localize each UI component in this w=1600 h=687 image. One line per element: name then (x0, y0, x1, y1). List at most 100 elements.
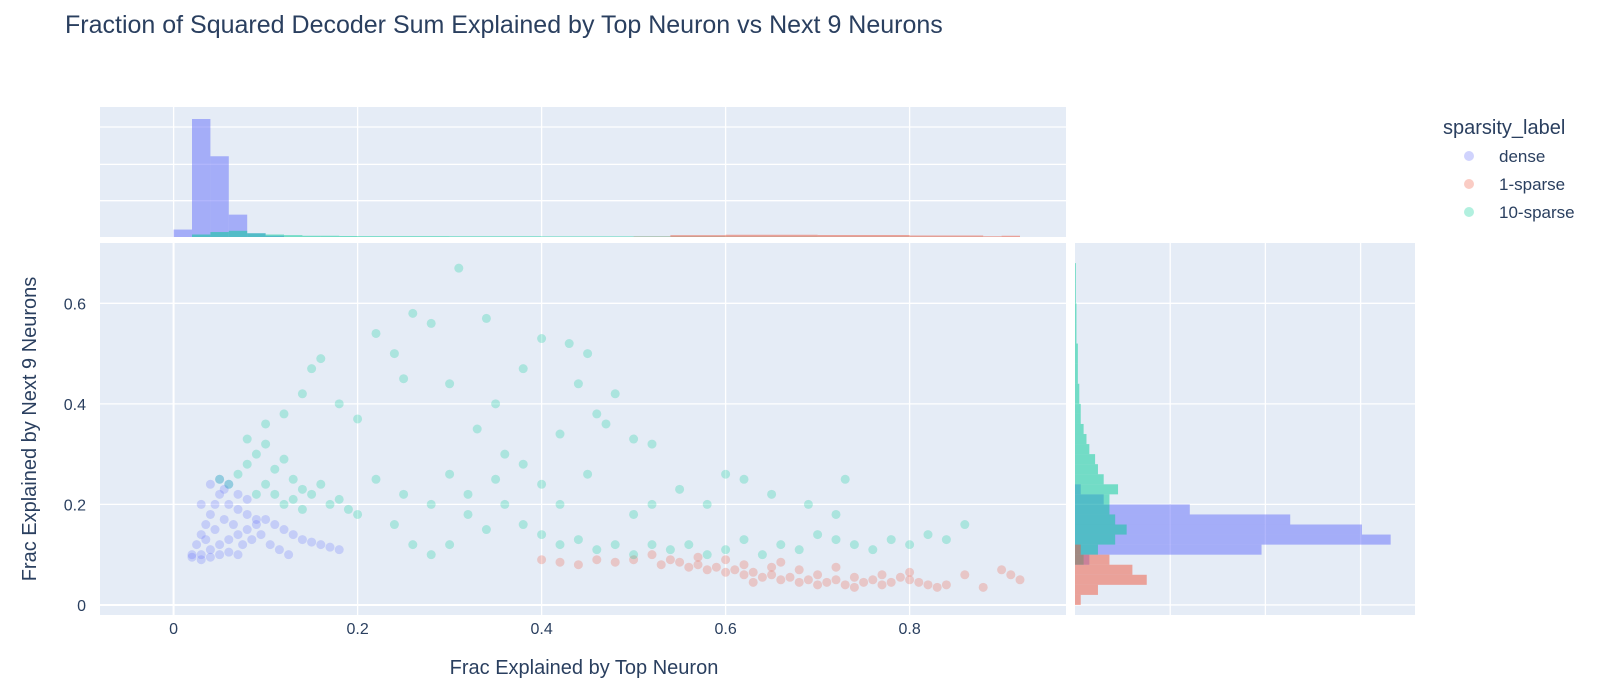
point-10-sparse (555, 540, 565, 550)
right-histogram-bar-ten_sparse (1075, 474, 1104, 485)
point-1-sparse (914, 577, 924, 587)
point-1-sparse (711, 562, 721, 572)
top-histogram-bar-dense (210, 156, 229, 237)
top-histogram-bar-dense (173, 229, 192, 237)
point-10-sparse (399, 489, 409, 499)
point-dense (284, 550, 294, 560)
point-1-sparse (739, 560, 749, 570)
point-dense (224, 499, 234, 509)
point-10-sparse (316, 354, 326, 364)
point-1-sparse (537, 555, 547, 565)
point-dense (224, 479, 234, 489)
legend-item-10-sparse[interactable]: 10-sparse (1464, 203, 1575, 222)
right-histogram-bar-dense (1075, 524, 1362, 535)
point-10-sparse (665, 545, 675, 555)
top-histogram-bar-ten_sparse (302, 235, 321, 237)
point-10-sparse (389, 520, 399, 530)
y-axis-label: Frac Explained by Next 9 Neurons (19, 277, 41, 582)
point-1-sparse (785, 572, 795, 582)
legend-item-1-sparse[interactable]: 1-sparse (1464, 175, 1565, 194)
point-1-sparse (675, 557, 685, 567)
point-dense (219, 514, 229, 524)
top-marginal-histogram-area[interactable] (100, 107, 1066, 237)
right-histogram-bar-ten_sparse (1075, 303, 1077, 324)
point-10-sparse (242, 434, 252, 444)
point-10-sparse (334, 494, 344, 504)
point-10-sparse (629, 434, 639, 444)
point-10-sparse (647, 499, 657, 509)
point-1-sparse (813, 580, 823, 590)
point-10-sparse (297, 504, 307, 514)
point-1-sparse (721, 567, 731, 577)
point-dense (196, 550, 206, 560)
point-dense (210, 499, 220, 509)
point-1-sparse (1006, 570, 1016, 580)
point-1-sparse (702, 565, 712, 575)
point-10-sparse (721, 545, 731, 555)
point-10-sparse (371, 474, 381, 484)
point-dense (297, 535, 307, 545)
point-1-sparse (693, 552, 703, 562)
point-1-sparse (877, 570, 887, 580)
point-1-sparse (905, 567, 915, 577)
point-dense (196, 499, 206, 509)
point-10-sparse (491, 399, 501, 409)
point-1-sparse (767, 562, 777, 572)
right-marginal-histogram-area[interactable] (1075, 243, 1415, 615)
point-dense (215, 489, 225, 499)
x-axis-label: Frac Explained by Top Neuron (450, 657, 719, 679)
point-dense (288, 530, 298, 540)
point-10-sparse (555, 499, 565, 509)
point-dense (274, 545, 284, 555)
point-dense (233, 489, 243, 499)
right-histogram-bar-ten_sparse (1075, 343, 1078, 364)
point-1-sparse (748, 577, 758, 587)
legend-item-dense[interactable]: dense (1464, 147, 1545, 166)
point-dense (256, 530, 266, 540)
point-10-sparse (371, 328, 381, 338)
point-dense (215, 474, 225, 484)
point-10-sparse (831, 509, 841, 519)
right-histogram-bar-dense (1075, 544, 1262, 555)
point-1-sparse (831, 562, 841, 572)
point-10-sparse (610, 389, 620, 399)
point-10-sparse (647, 439, 657, 449)
point-dense (334, 545, 344, 555)
point-10-sparse (233, 469, 243, 479)
point-10-sparse (518, 520, 528, 530)
right-histogram-bar-ten_sparse (1075, 464, 1098, 475)
point-10-sparse (500, 499, 510, 509)
point-10-sparse (776, 540, 786, 550)
point-dense (242, 509, 252, 519)
point-10-sparse (279, 454, 289, 464)
point-10-sparse (270, 489, 280, 499)
legend-marker-1-sparse (1464, 179, 1474, 189)
point-10-sparse (702, 550, 712, 560)
right-histogram-bar-dense (1075, 534, 1391, 545)
point-10-sparse (316, 479, 326, 489)
y-tick-label: 0.6 (64, 296, 86, 313)
point-1-sparse (794, 577, 804, 587)
point-10-sparse (215, 474, 225, 484)
main-plot-area[interactable] (100, 243, 1066, 615)
y-axis-ticks: 0 0.2 0.4 0.6 (64, 296, 86, 615)
point-dense (316, 540, 326, 550)
top-histogram-bar-ten_sparse (320, 235, 340, 237)
right-histogram-bar-ten_sparse (1075, 323, 1077, 344)
point-1-sparse (978, 582, 988, 592)
right-histogram-bar-ten_sparse (1075, 484, 1119, 495)
top-marginal-bars (173, 119, 1020, 237)
top-histogram-bar-ten_sparse (247, 233, 266, 237)
point-dense (251, 514, 261, 524)
point-10-sparse (629, 550, 639, 560)
point-10-sparse (261, 479, 271, 489)
point-10-sparse (270, 464, 280, 474)
point-1-sparse (647, 550, 657, 560)
right-histogram-bar-ten_sparse (1075, 544, 1098, 555)
point-10-sparse (426, 318, 436, 328)
legend-label-1-sparse: 1-sparse (1499, 175, 1565, 194)
point-1-sparse (868, 575, 878, 585)
point-dense (265, 540, 275, 550)
right-histogram-bar-dense (1075, 514, 1291, 525)
point-1-sparse (960, 570, 970, 580)
